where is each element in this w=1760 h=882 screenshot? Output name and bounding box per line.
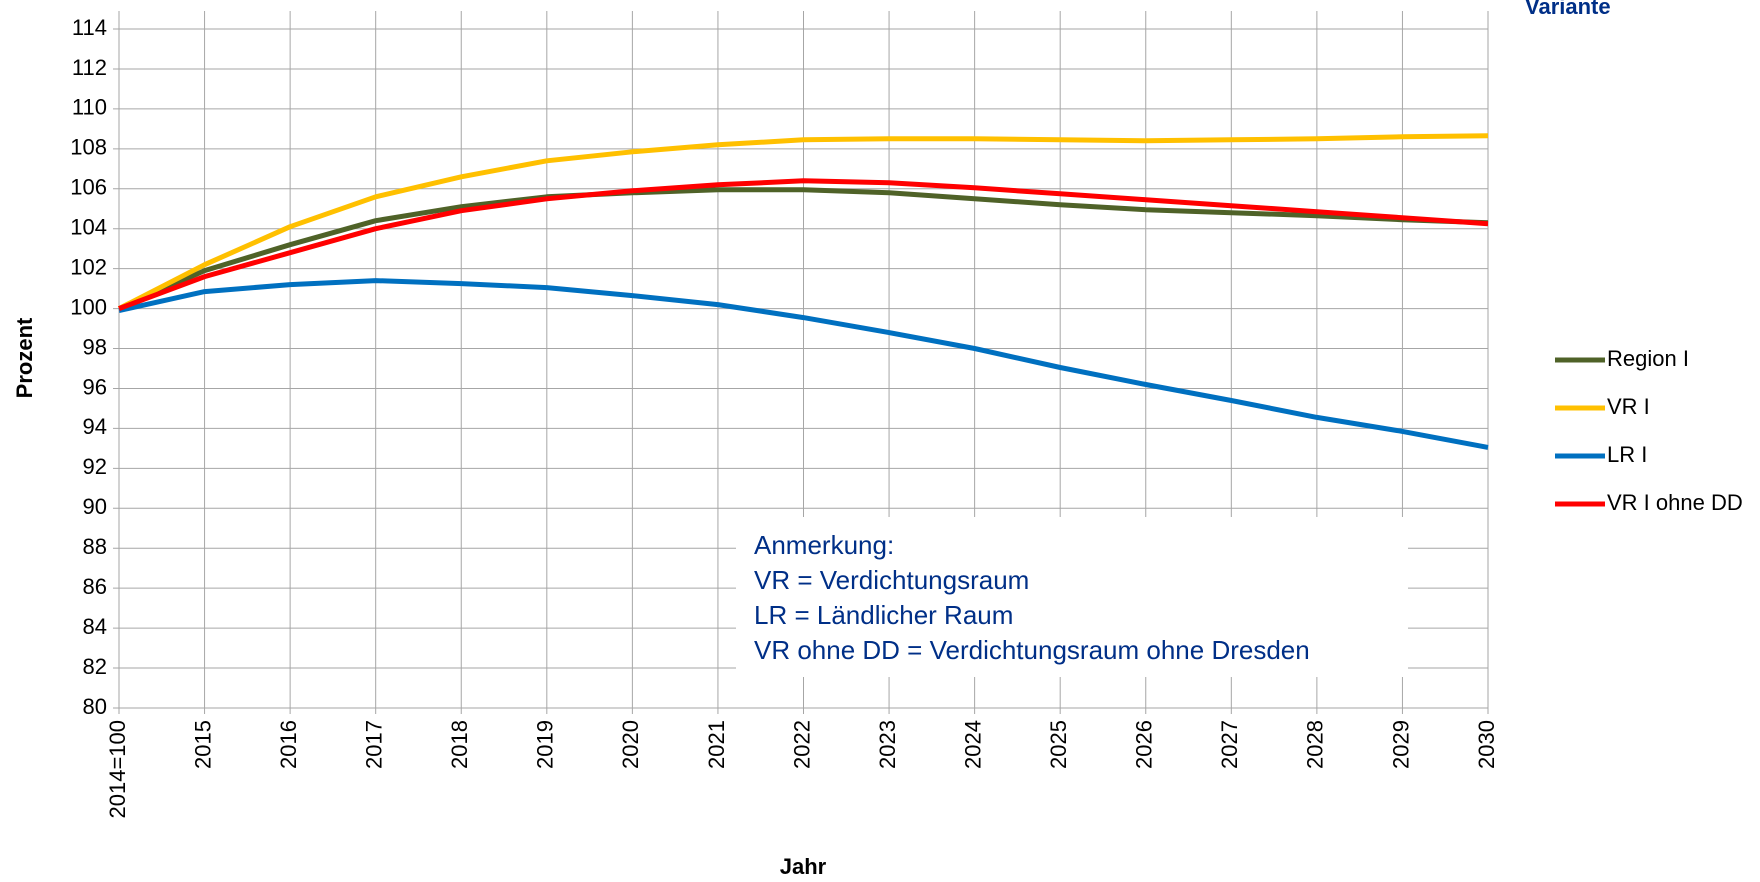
y-tick-label: 112 bbox=[72, 55, 107, 80]
y-tick-label: 88 bbox=[83, 534, 107, 559]
data-line bbox=[118, 178, 1489, 311]
legend-label: VR I ohne DD bbox=[1607, 490, 1743, 515]
x-tick-label: 2030 bbox=[1474, 720, 1499, 769]
y-tick-label: 100 bbox=[70, 294, 107, 319]
x-tick-label: 2025 bbox=[1046, 720, 1071, 769]
x-axis-label: Jahr bbox=[780, 854, 827, 879]
y-tick-label: 96 bbox=[83, 374, 107, 399]
x-tick-label: 2023 bbox=[875, 720, 900, 769]
x-tick-label: 2026 bbox=[1132, 720, 1157, 769]
y-tick-label: 90 bbox=[83, 494, 107, 519]
x-tick-label: 2020 bbox=[618, 720, 643, 769]
y-tick-label: 94 bbox=[83, 414, 107, 439]
y-tick-label: 104 bbox=[70, 215, 107, 240]
data-line bbox=[117, 133, 1489, 311]
x-tick-label: 2028 bbox=[1303, 720, 1328, 769]
annotation-text: VR = Verdichtungsraum bbox=[754, 565, 1029, 595]
y-tick-label: 84 bbox=[83, 614, 107, 639]
x-tick-label: 2029 bbox=[1388, 720, 1413, 769]
x-tick-label: 2021 bbox=[704, 720, 729, 769]
y-tick-label: 82 bbox=[83, 654, 107, 679]
x-tick-label: 2014=100 bbox=[105, 720, 130, 819]
y-tick-label: 92 bbox=[83, 454, 107, 479]
y-tick-label: 80 bbox=[83, 694, 107, 719]
x-tick-label: 2022 bbox=[789, 720, 814, 769]
legend-label: LR I bbox=[1607, 442, 1647, 467]
y-tick-label: 86 bbox=[83, 574, 107, 599]
x-tick-label: 2017 bbox=[362, 720, 387, 769]
legend-label: VR I bbox=[1607, 394, 1650, 419]
x-tick-label: 2027 bbox=[1217, 720, 1242, 769]
y-axis-label: Prozent bbox=[12, 317, 37, 398]
x-tick-label: 2019 bbox=[533, 720, 558, 769]
x-tick-label: 2024 bbox=[960, 720, 985, 769]
annotation-box bbox=[736, 517, 1408, 677]
x-tick-label: 2016 bbox=[276, 720, 301, 769]
y-tick-label: 98 bbox=[83, 334, 107, 359]
annotation-text: LR = Ländlicher Raum bbox=[754, 600, 1013, 630]
y-tick-label: 108 bbox=[70, 135, 107, 160]
chart-title: Variante bbox=[1525, 0, 1611, 19]
y-tick-label: 110 bbox=[72, 95, 107, 120]
y-tick-label: 102 bbox=[70, 254, 107, 279]
x-tick-label: 2018 bbox=[447, 720, 472, 769]
x-tick-label: 2015 bbox=[190, 720, 215, 769]
legend-label: Region I bbox=[1607, 346, 1689, 371]
annotation-text: VR ohne DD = Verdichtungsraum ohne Dresd… bbox=[754, 635, 1310, 665]
y-tick-label: 106 bbox=[70, 175, 107, 200]
data-line bbox=[117, 187, 1489, 311]
annotation-text: Anmerkung: bbox=[754, 530, 894, 560]
data-line bbox=[118, 278, 1489, 450]
y-tick-label: 114 bbox=[72, 15, 107, 40]
